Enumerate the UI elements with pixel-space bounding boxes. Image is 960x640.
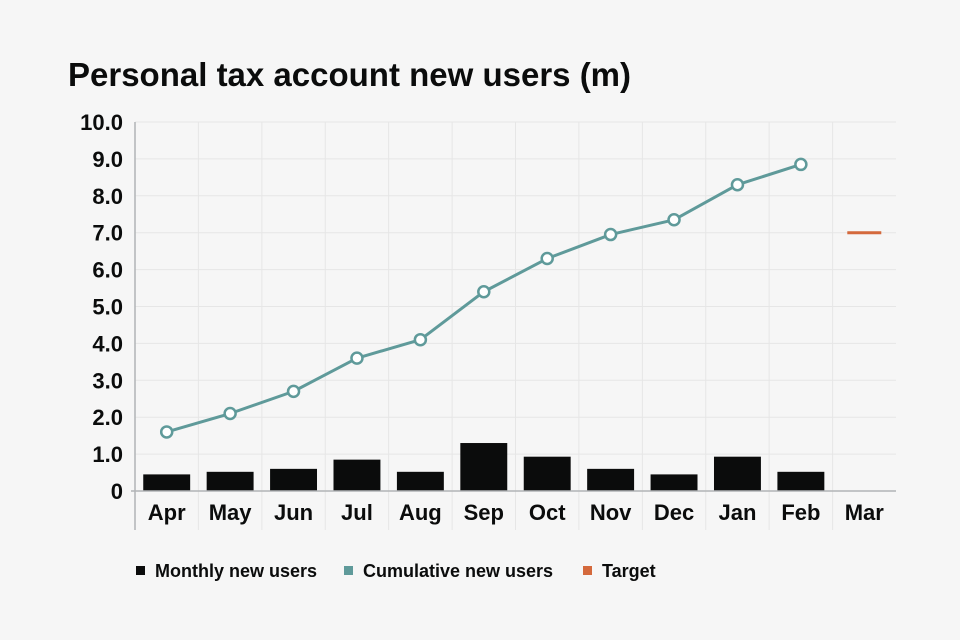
bar-monthly-new-users: [713, 456, 761, 491]
y-tick-label: 6.0: [92, 258, 123, 283]
point-cumulative-new-users: [794, 157, 808, 172]
bar-monthly-new-users: [206, 471, 254, 491]
y-tick-label: 5.0: [92, 295, 123, 320]
bar-monthly-new-users: [333, 459, 381, 491]
legend-item-cumulative-new-users: Cumulative new users: [344, 561, 553, 581]
y-tick-label: 2.0: [92, 405, 123, 430]
y-tick-label: 0: [111, 479, 123, 504]
legend-item-target: Target: [583, 561, 656, 581]
x-tick-label: Mar: [845, 500, 885, 525]
bar-monthly-new-users: [460, 443, 508, 491]
x-tick-label: Dec: [654, 500, 694, 525]
x-tick-label: May: [209, 500, 253, 525]
y-tick-label: 3.0: [92, 368, 123, 393]
point-cumulative-new-users: [413, 332, 428, 347]
point-cumulative-new-users: [223, 406, 237, 421]
bar-monthly-new-users: [396, 471, 444, 491]
legend-label: Target: [602, 561, 656, 581]
point-cumulative-new-users: [286, 384, 301, 399]
x-tick-label: Jun: [274, 500, 313, 525]
bar-monthly-new-users: [587, 468, 635, 491]
legend: Monthly new users Cumulative new users Tar…: [136, 561, 656, 581]
y-tick-label: 8.0: [92, 184, 123, 209]
point-cumulative-new-users: [159, 425, 174, 439]
bar-monthly-new-users: [523, 456, 571, 491]
legend-item-monthly-new-users: Monthly new users: [136, 561, 317, 581]
point-cumulative-new-users: [603, 227, 618, 242]
x-tick-label: Sep: [464, 500, 504, 525]
y-tick-label: 4.0: [92, 331, 123, 356]
bar-monthly-new-users: [270, 468, 318, 491]
legend-swatch: [583, 566, 592, 575]
line-layer: [159, 157, 808, 439]
x-tick-label: Jul: [341, 500, 373, 525]
x-tick-label: Apr: [148, 500, 186, 525]
y-tick-label: 1.0: [92, 442, 123, 467]
legend-swatch: [344, 566, 353, 575]
x-tick-label: Aug: [399, 500, 442, 525]
legend-label: Monthly new users: [155, 561, 317, 581]
x-tick-label: Feb: [781, 500, 820, 525]
y-tick-label: 10.0: [80, 110, 123, 135]
bar-layer: [143, 443, 825, 491]
grid-layer: [135, 121, 896, 530]
y-tick-label: 9.0: [92, 147, 123, 172]
legend-swatch: [136, 566, 145, 575]
point-cumulative-new-users: [667, 213, 681, 227]
x-tick-label: Nov: [590, 500, 632, 525]
bar-monthly-new-users: [777, 471, 825, 491]
bar-monthly-new-users: [650, 474, 698, 491]
y-tick-label: 7.0: [92, 221, 123, 246]
x-tick-label: Oct: [529, 500, 566, 525]
x-tick-label: Jan: [718, 500, 756, 525]
point-cumulative-new-users: [540, 251, 554, 266]
chart-title: Personal tax account new users (m): [68, 56, 631, 93]
axis-layer: 0 1.0 2.0 3.0 4.0 5.0 6.0 7.0 8.0 9.0 10.0 Apr May Ju…: [80, 110, 896, 530]
point-cumulative-new-users: [477, 284, 491, 299]
point-cumulative-new-users: [350, 351, 364, 365]
point-cumulative-new-users: [730, 177, 745, 192]
legend-label: Cumulative new users: [363, 561, 553, 581]
bar-monthly-new-users: [143, 474, 191, 491]
